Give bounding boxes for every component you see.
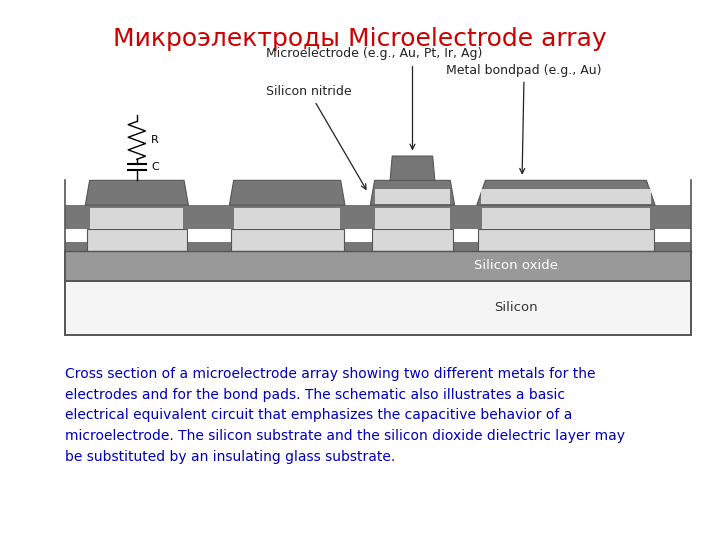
Polygon shape <box>390 156 435 180</box>
Polygon shape <box>477 180 655 205</box>
Bar <box>375 207 449 230</box>
Bar <box>65 251 691 281</box>
Polygon shape <box>370 180 454 205</box>
Text: Metal bondpad (e.g., Au): Metal bondpad (e.g., Au) <box>446 64 602 173</box>
Bar <box>65 281 691 335</box>
Bar <box>65 205 691 229</box>
Bar <box>90 207 184 230</box>
Text: Микроэлектроды Microelectrode array: Микроэлектроды Microelectrode array <box>113 27 607 51</box>
Text: Silicon: Silicon <box>494 301 538 314</box>
Bar <box>235 207 340 230</box>
Bar <box>374 189 450 204</box>
Bar <box>372 230 453 251</box>
Bar <box>231 230 343 251</box>
Bar <box>481 189 651 204</box>
Bar <box>65 242 691 251</box>
Text: Silicon oxide: Silicon oxide <box>474 259 558 273</box>
Text: C: C <box>152 162 159 172</box>
Text: Microelectrode (e.g., Au, Pt, Ir, Ag): Microelectrode (e.g., Au, Pt, Ir, Ag) <box>266 48 483 149</box>
Text: Cross section of a microelectrode array showing two different metals for the
ele: Cross section of a microelectrode array … <box>65 367 625 464</box>
Bar <box>482 207 650 230</box>
Text: Silicon nitride: Silicon nitride <box>266 85 366 189</box>
Polygon shape <box>85 180 189 205</box>
Polygon shape <box>230 180 345 205</box>
Text: R: R <box>151 136 159 145</box>
Bar <box>478 230 654 251</box>
Bar <box>86 230 187 251</box>
